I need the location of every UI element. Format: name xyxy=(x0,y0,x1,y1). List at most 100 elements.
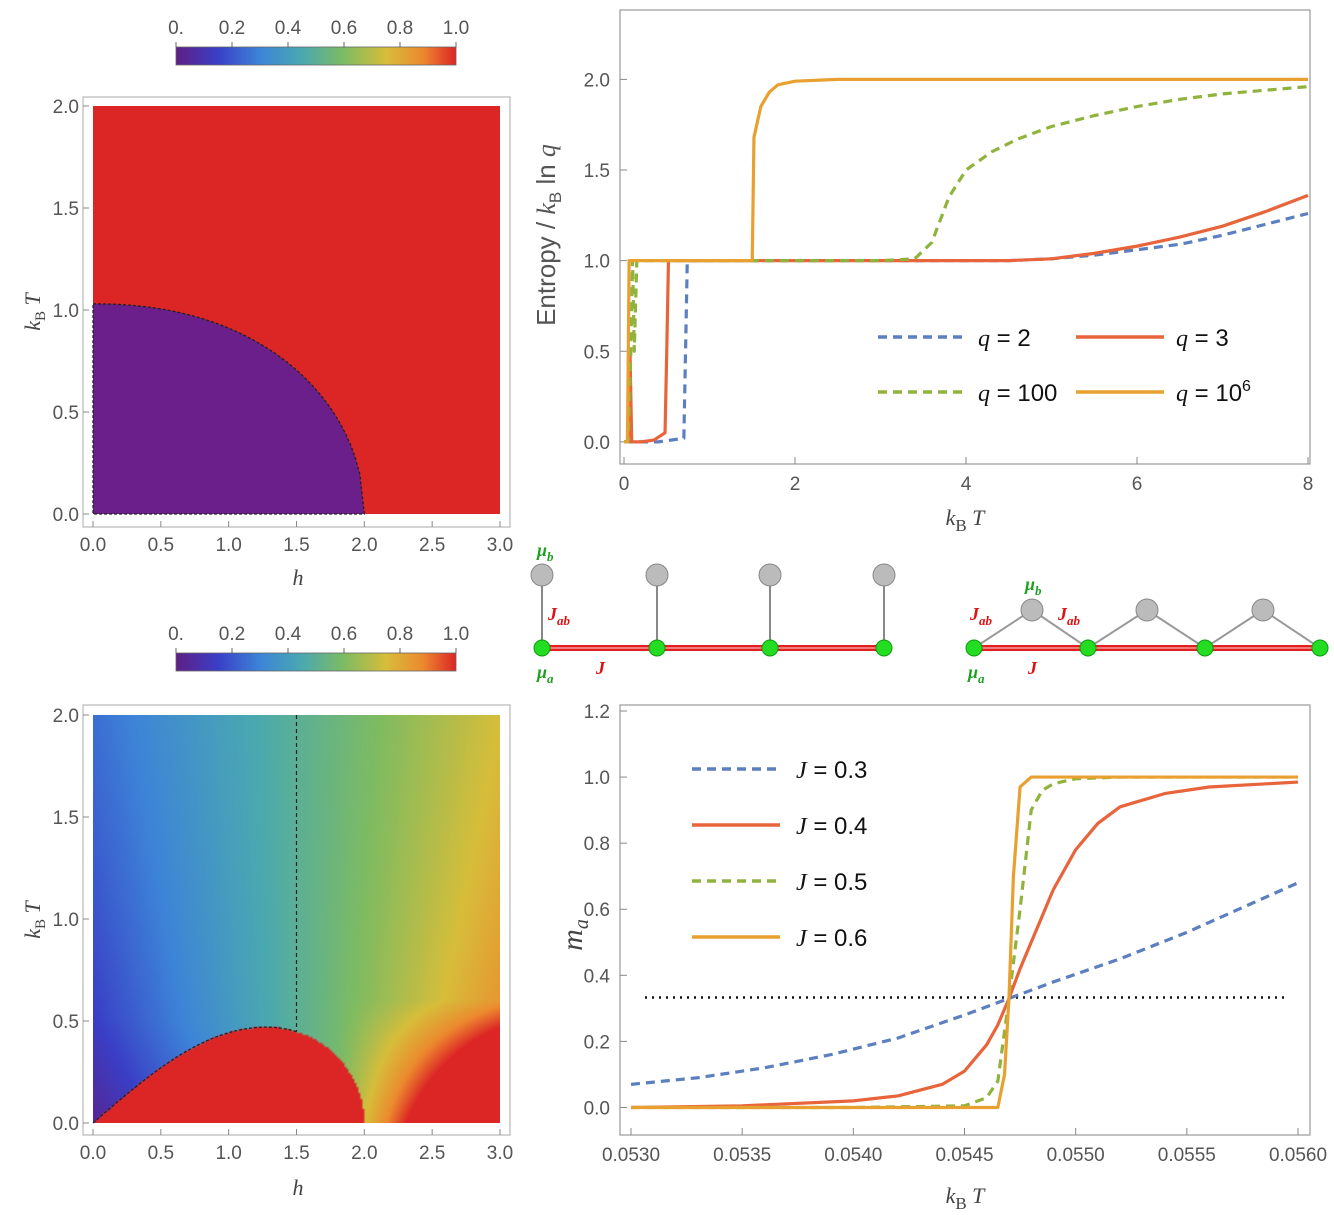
colorbar-tick-label: 0.6 xyxy=(331,624,357,645)
x-tick-label: 0.5 xyxy=(148,1143,174,1164)
entropy-legend: q = 2 q = 3 q = 100 q = 106 xyxy=(878,325,1251,407)
x-tick-label: 2.5 xyxy=(419,535,445,556)
x-tick-label: 0.0545 xyxy=(935,1145,993,1166)
y-tick-label: 2.0 xyxy=(53,706,79,727)
colorbar-tick-label: 0.8 xyxy=(387,624,413,645)
label-J: J xyxy=(1027,658,1038,678)
magnetization-chart: 0.0530 0.0535 0.0540 0.0545 0.0550 0.0555 0.05… xyxy=(556,702,1327,1213)
x-tick-label: 4 xyxy=(961,474,972,495)
x-tick-label: 0.0560 xyxy=(1269,1145,1327,1166)
x-tick-label: 0.0550 xyxy=(1047,1145,1105,1166)
y-tick-label: 0.5 xyxy=(53,403,79,424)
x-tick-label: 0.0 xyxy=(80,1143,106,1164)
x-tick-label: 2.0 xyxy=(351,1143,377,1164)
label-J-ab-left: Jab xyxy=(969,604,993,628)
magnetization-legend: J = 0.3 J = 0.4 J = 0.5 J = 0.6 xyxy=(692,757,867,952)
colorbar-tick-label: 1.0 xyxy=(443,624,469,645)
x-tick-label: 3.0 xyxy=(487,1143,513,1164)
entropy-xlabel: kB T xyxy=(946,505,987,535)
legend-label: q = 2 xyxy=(978,325,1031,352)
y-tick-label: 0.4 xyxy=(584,966,611,987)
spin-b xyxy=(873,564,895,586)
colorbar-tick-label: 0.6 xyxy=(331,18,357,39)
heatmap-bottom: 0. 0.2 0.4 0.6 0.8 1.0 0.0 0.5 1.0 1.5 2.0 2.5 3.00… xyxy=(20,624,513,1200)
legend-label: q = 100 xyxy=(978,380,1057,407)
x-tick-label: 2 xyxy=(790,474,801,495)
spin-b xyxy=(646,564,668,586)
x-tick-label: 2.5 xyxy=(419,1143,445,1164)
label-J: J xyxy=(595,658,606,678)
x-tick-label: 3.0 xyxy=(487,535,513,556)
spin-b xyxy=(759,564,781,586)
y-tick-label: 0.0 xyxy=(584,433,610,454)
y-tick-label: 2.0 xyxy=(584,70,610,91)
y-tick-label: 0.0 xyxy=(53,505,79,526)
x-tick-label: 0.0540 xyxy=(824,1145,882,1166)
y-tick-label: 0.0 xyxy=(53,1114,79,1135)
y-tick-label: 1.2 xyxy=(584,702,610,723)
heatmap-top-xlabel: h xyxy=(293,565,304,590)
colorbar-top-ticks: 0. 0.2 0.4 0.6 0.8 1.0 xyxy=(168,18,469,47)
spin-a xyxy=(1080,640,1096,656)
spin-b xyxy=(1136,599,1158,621)
chain-diagram-left: μb Jab μa J xyxy=(531,540,895,686)
colorbar-tick-label: 1.0 xyxy=(443,18,469,39)
entropy-ylabel: Entropy / kB ln q xyxy=(531,144,565,326)
spin-a xyxy=(762,640,778,656)
spin-a xyxy=(534,640,550,656)
legend-label: J = 0.4 xyxy=(796,813,867,840)
y-tick-label: 0.2 xyxy=(584,1032,610,1053)
spin-b xyxy=(1021,599,1043,621)
spin-a xyxy=(966,640,982,656)
spin-a xyxy=(649,640,665,656)
x-tick-label: 1.0 xyxy=(215,535,241,556)
y-tick-label: 1.0 xyxy=(53,910,79,931)
x-tick-label: 1.5 xyxy=(283,535,309,556)
spin-a xyxy=(1197,640,1213,656)
colorbar-tick-label: 0.4 xyxy=(275,624,302,645)
figure: 0. 0.2 0.4 0.6 0.8 1.0 0.0 0.5 1.0 1.5 2.0 2.5 3.0 0… xyxy=(0,0,1334,1215)
legend-label: q = 3 xyxy=(1176,325,1229,352)
heatmap-bottom-xlabel: h xyxy=(293,1175,304,1200)
entropy-chart: 0 2 4 6 80.00.51.01.52.0 Entropy / kB ln q k… xyxy=(531,10,1313,535)
label-J-ab: Jab xyxy=(547,604,571,628)
x-tick-label: 0.5 xyxy=(148,535,174,556)
y-tick-label: 1.0 xyxy=(584,768,610,789)
magnetization-ticks: 0.0530 0.0535 0.0540 0.0545 0.0550 0.0555 0.05… xyxy=(584,702,1327,1166)
x-tick-label: 6 xyxy=(1132,474,1143,495)
heatmap-bottom-ylabel: kB T xyxy=(20,899,49,938)
heatmap-top-ylabel: kB T xyxy=(20,291,49,330)
magnetization-ylabel: ma xyxy=(556,919,593,951)
entropy-ticks: 0 2 4 6 8 0.0 0.5 1.0 1.5 2.0 xyxy=(584,70,1314,495)
y-tick-label: 1.5 xyxy=(53,808,79,829)
y-tick-label: 0.6 xyxy=(584,900,610,921)
y-tick-label: 2.0 xyxy=(53,97,79,118)
y-tick-label: 0.8 xyxy=(584,834,610,855)
y-tick-label: 1.0 xyxy=(584,252,610,273)
colorbar-bottom xyxy=(176,653,456,671)
label-mu-b: μb xyxy=(536,540,554,564)
x-tick-label: 0.0 xyxy=(80,535,106,556)
y-tick-label: 0.5 xyxy=(53,1012,79,1033)
series-line-j-0-4 xyxy=(631,782,1298,1107)
chain-diagram-right: μb Jab Jab μa J xyxy=(966,574,1328,686)
x-tick-label: 0.0530 xyxy=(602,1145,660,1166)
x-tick-label: 0.0555 xyxy=(1158,1145,1216,1166)
legend-label: q = 106 xyxy=(1176,378,1251,407)
x-tick-label: 2.0 xyxy=(351,535,377,556)
colorbar-top xyxy=(176,47,456,65)
label-mu-b: μb xyxy=(1024,574,1042,598)
y-tick-label: 1.0 xyxy=(53,301,79,322)
y-tick-label: 1.5 xyxy=(53,199,79,220)
legend-label: J = 0.3 xyxy=(796,757,867,784)
spin-a xyxy=(876,640,892,656)
colorbar-tick-label: 0.8 xyxy=(387,18,413,39)
y-tick-label: 0.0 xyxy=(584,1098,610,1119)
colorbar-tick-label: 0.2 xyxy=(219,18,245,39)
legend-label: J = 0.5 xyxy=(796,869,867,896)
label-mu-a: μa xyxy=(536,662,554,686)
heatmap-top: 0. 0.2 0.4 0.6 0.8 1.0 0.0 0.5 1.0 1.5 2.0 2.5 3.00… xyxy=(20,18,513,590)
label-J-ab-right: Jab xyxy=(1057,604,1081,628)
colorbar-tick-label: 0. xyxy=(168,18,184,39)
spin-a xyxy=(1312,640,1328,656)
